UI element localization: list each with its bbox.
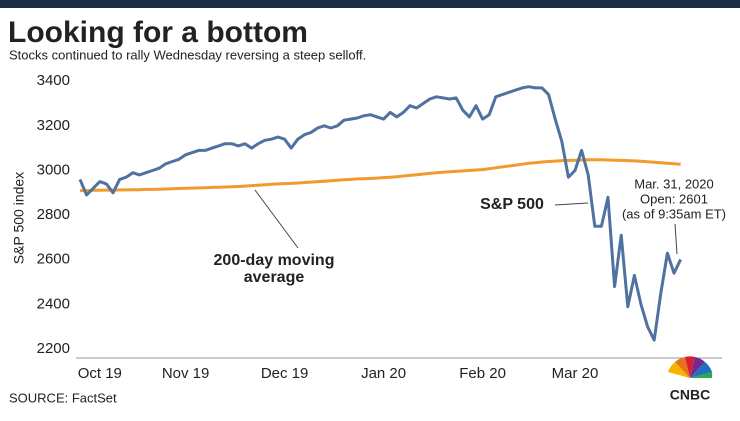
annotation: 200-day moving bbox=[214, 252, 335, 269]
annotation: (as of 9:35am ET) bbox=[622, 206, 726, 221]
annotation-leader bbox=[254, 189, 299, 249]
series-line bbox=[78, 85, 682, 342]
logo-text: CNBC bbox=[670, 387, 710, 403]
y-axis-label: S&P 500 index bbox=[11, 172, 27, 264]
y-tick-label: 2400 bbox=[37, 295, 70, 312]
annotation-leader bbox=[674, 223, 678, 255]
x-tick-label: Nov 19 bbox=[162, 365, 210, 382]
top-bar bbox=[0, 0, 740, 8]
annotation: Open: 2601 bbox=[640, 191, 708, 206]
x-tick-label: Dec 19 bbox=[261, 365, 309, 382]
annotation-leader bbox=[554, 202, 589, 206]
y-tick-label: 2200 bbox=[37, 340, 70, 357]
chart-subtitle: Stocks continued to rally Wednesday reve… bbox=[9, 47, 366, 62]
source: SOURCE: FactSet bbox=[9, 390, 117, 405]
x-tick-label: Feb 20 bbox=[459, 365, 506, 382]
annotation: S&P 500 bbox=[480, 196, 544, 213]
x-tick-label: Oct 19 bbox=[78, 365, 122, 382]
annotation: Mar. 31, 2020 bbox=[634, 176, 714, 191]
x-tick-label: Mar 20 bbox=[552, 365, 599, 382]
y-tick-label: 3400 bbox=[37, 72, 70, 89]
y-tick-label: 3200 bbox=[37, 117, 70, 134]
logo-peacock bbox=[668, 356, 713, 378]
chart-title: Looking for a bottom bbox=[8, 16, 308, 49]
x-tick-label: Jan 20 bbox=[361, 365, 406, 382]
y-tick-label: 2600 bbox=[37, 251, 70, 268]
y-tick-label: 3000 bbox=[37, 161, 70, 178]
series-line bbox=[80, 158, 681, 193]
annotation: average bbox=[244, 269, 305, 286]
y-tick-label: 2800 bbox=[37, 206, 70, 223]
logo: CNBC bbox=[668, 356, 713, 403]
